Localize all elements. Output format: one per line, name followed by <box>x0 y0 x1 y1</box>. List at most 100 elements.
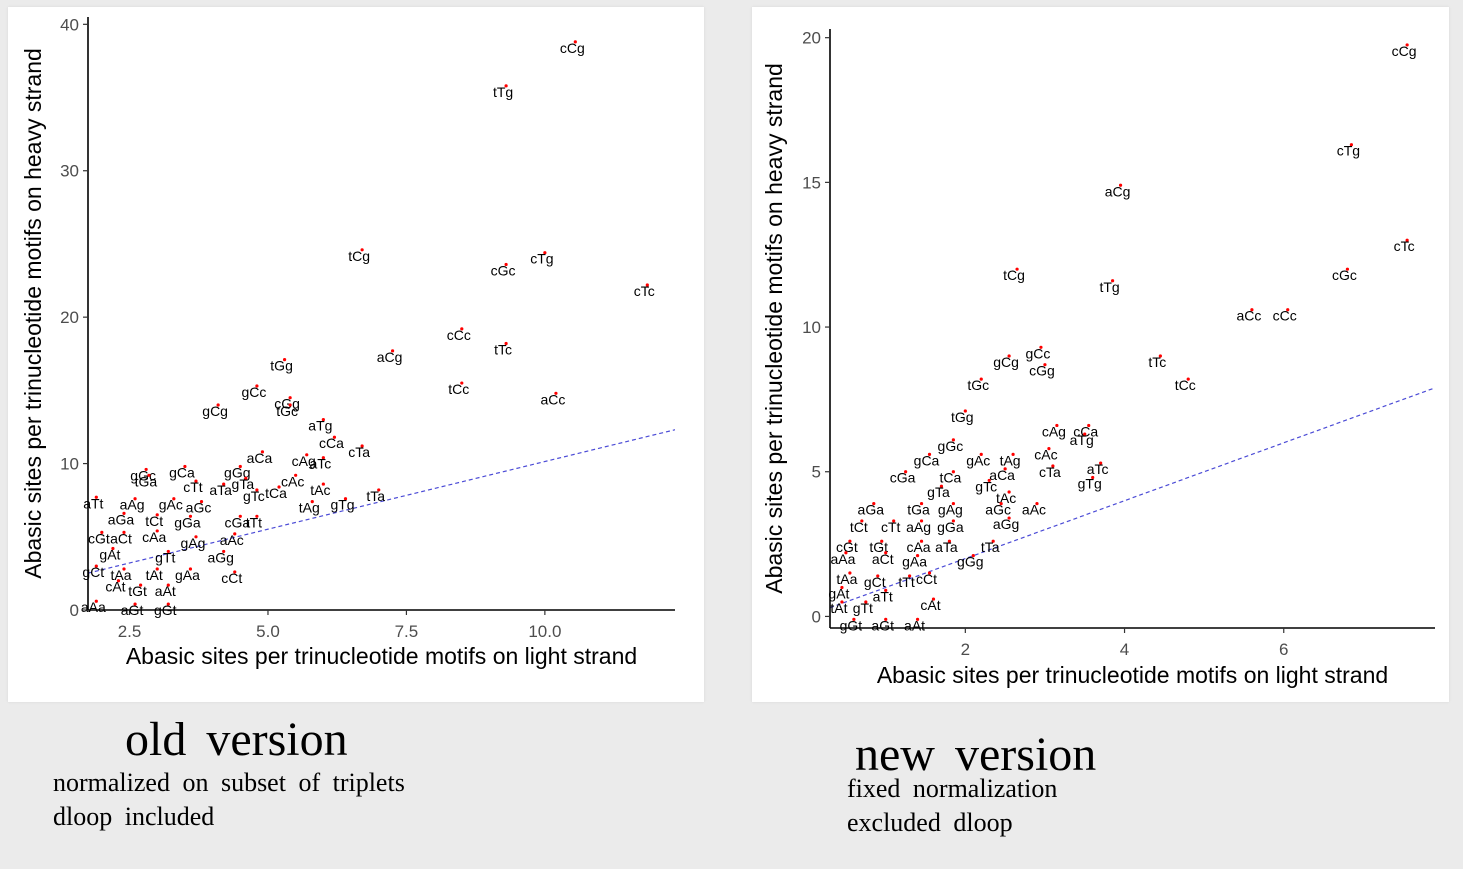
y-tick-label: 40 <box>60 15 79 34</box>
point-label: tGa <box>135 473 158 489</box>
point-label: gTt <box>155 549 175 565</box>
data-point <box>872 501 876 506</box>
point-label: aAg <box>906 519 931 535</box>
point-label: tGa <box>907 502 930 518</box>
old-version-chart-panel: 2.5 5.0 7.5 10.0 0 10 20 30 40 Abasic sites per t… <box>8 7 704 702</box>
data-point <box>951 519 955 523</box>
data-point <box>238 514 242 518</box>
point-label: cGt <box>88 530 110 546</box>
data-point <box>390 349 395 353</box>
data-point <box>840 585 844 590</box>
data-point <box>94 495 98 499</box>
data-point <box>255 384 259 388</box>
point-label: cGg <box>1029 363 1055 379</box>
data-point <box>188 514 193 518</box>
point-label: aCg <box>1105 183 1131 199</box>
point-label: cGa <box>224 514 250 530</box>
data-point <box>1043 363 1047 367</box>
data-point <box>987 478 991 483</box>
point-label: tGt <box>128 583 147 599</box>
data-point <box>122 511 126 515</box>
reference-line <box>88 429 675 574</box>
y-tick-label: 10 <box>60 455 79 474</box>
point-label: gTg <box>1078 476 1102 492</box>
point-label: tTt <box>898 574 914 590</box>
new-version-chart-panel: 2 4 6 0 5 10 15 20 Abasic sites per trinucleotid… <box>752 7 1449 702</box>
new-version-title: new version <box>855 728 1097 781</box>
point-label: tCa <box>939 470 961 486</box>
point-label: aCg <box>377 349 403 365</box>
new-version-scatter-chart: 2 4 6 0 5 10 15 20 Abasic sites per trinucleotid… <box>761 29 1435 688</box>
point-label: tGg <box>270 358 293 374</box>
point-label: aTc <box>1087 461 1109 477</box>
data-point <box>939 484 944 488</box>
data-point <box>931 597 936 601</box>
data-point <box>310 500 314 504</box>
x-tick-label: 10.0 <box>528 622 561 641</box>
data-point <box>260 450 265 454</box>
point-label: gGa <box>937 519 964 535</box>
data-point <box>554 391 558 395</box>
point-label: tCg <box>1003 267 1025 283</box>
point-label: cTt <box>183 479 203 495</box>
point-label: gGg <box>224 465 250 481</box>
data-point <box>844 551 848 555</box>
point-label: tGc <box>276 403 298 419</box>
point-label: aTt <box>83 495 103 511</box>
new-version-note-2: excluded dloop <box>847 808 1013 837</box>
data-point <box>100 530 104 534</box>
data-point <box>360 248 364 252</box>
point-label: aGg <box>207 549 233 565</box>
data-point <box>543 251 547 255</box>
data-point <box>255 514 259 518</box>
point-label: aTa <box>935 539 958 555</box>
point-label: aAg <box>120 497 145 513</box>
data-point <box>116 579 121 583</box>
data-point <box>166 602 170 606</box>
data-point <box>915 554 920 558</box>
data-point <box>155 567 159 571</box>
y-tick-label: 5 <box>812 463 821 482</box>
data-point <box>216 403 220 407</box>
data-point <box>377 488 381 492</box>
point-label: gAg <box>181 535 206 551</box>
data-point <box>194 535 198 539</box>
data-point <box>343 497 348 501</box>
data-point <box>222 482 226 486</box>
point-label: aTt <box>873 588 893 604</box>
data-point <box>852 617 856 621</box>
point-label: tAa <box>836 571 857 587</box>
old-version-title: old version <box>125 713 348 766</box>
data-point <box>1405 238 1409 242</box>
data-point <box>294 473 298 477</box>
point-label: gAc <box>966 452 990 468</box>
data-point <box>144 467 148 472</box>
data-point <box>282 358 287 362</box>
x-tick-label: 2 <box>961 640 970 659</box>
data-point <box>1087 423 1091 428</box>
point-label: cGc <box>1332 267 1357 283</box>
data-point <box>999 501 1003 506</box>
point-label: tGt <box>869 539 888 555</box>
data-point <box>884 588 888 592</box>
data-point <box>155 529 159 533</box>
point-label: aGt <box>121 602 144 618</box>
point-label: aAc <box>220 532 244 548</box>
data-point <box>233 532 237 536</box>
data-point <box>233 570 237 574</box>
point-label: gGc <box>130 467 156 483</box>
point-label: tGg <box>951 409 974 425</box>
data-point <box>133 602 137 606</box>
point-label: aCc <box>540 391 565 407</box>
point-label: gGg <box>957 554 983 570</box>
data-point <box>848 571 852 575</box>
data-point <box>139 583 143 587</box>
point-label: cGc <box>491 262 516 278</box>
x-tick-label: 2.5 <box>118 622 142 641</box>
new-version-note-1: fixed normalization <box>847 774 1058 803</box>
data-point <box>1015 267 1019 271</box>
data-point <box>919 539 924 543</box>
point-label: cAc <box>281 473 304 489</box>
point-label: tTt <box>246 514 262 530</box>
point-label: gGa <box>174 514 201 530</box>
